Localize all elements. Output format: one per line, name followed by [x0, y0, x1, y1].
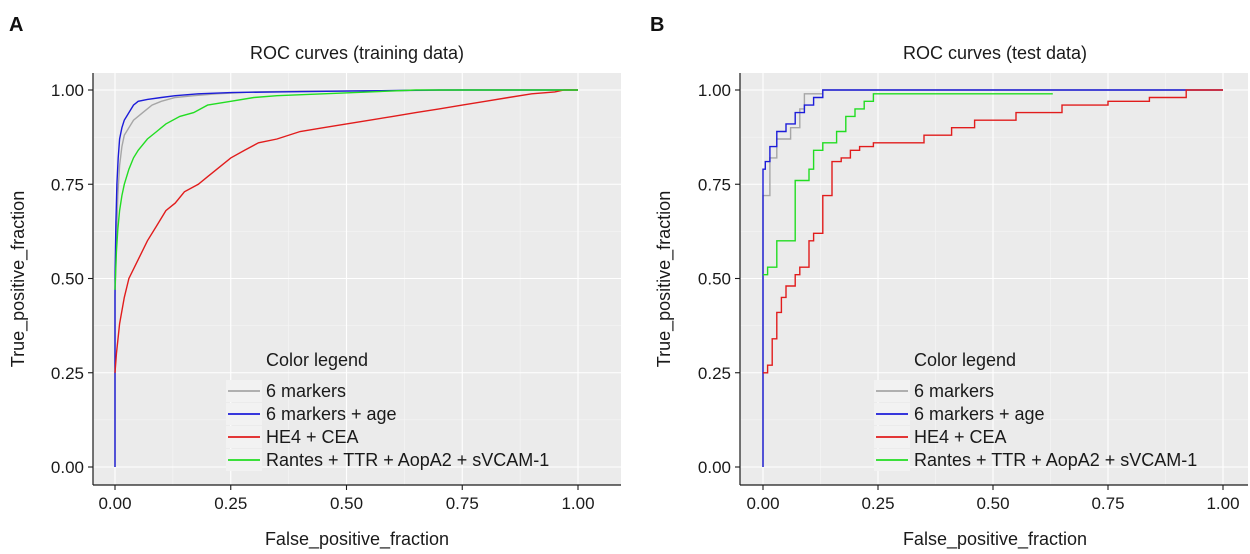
series-line-rantes-ttr-aopa2-svcam-1 [763, 93, 1053, 276]
series-line-rantes-ttr-aopa2-svcam-1 [114, 89, 578, 290]
y-tick-label: 0.50 [51, 270, 84, 289]
x-axis-label-a: False_positive_fraction [265, 529, 449, 550]
chart-title-a: ROC curves (training data) [250, 43, 464, 63]
series-line-he4-cea [763, 89, 1223, 374]
legend-entry-label: Rantes + TTR + AopA2 + sVCAM-1 [266, 450, 549, 470]
axes-b: 0.00 0.25 0.50 0.75 1.00 0.00 0.25 0.50 0.75 1.00 [698, 73, 1248, 513]
x-tick-label: 0.50 [330, 494, 363, 513]
legend-entry-label: HE4 + CEA [266, 427, 359, 447]
axes-a: 0.00 0.25 0.50 0.75 1.00 0.00 0.25 0.50 0.75 1.00 [51, 73, 621, 513]
y-axis-label-b: True_positive_fraction [654, 191, 675, 367]
series-line-6-markers [762, 89, 1223, 467]
y-axis-label-a: True_positive_fraction [8, 191, 29, 367]
legend-title: Color legend [266, 350, 368, 370]
legend-entry-label: 6 markers [266, 381, 346, 401]
x-tick-label: 1.00 [1206, 494, 1239, 513]
legend-entry-label: 6 markers [914, 381, 994, 401]
x-tick-label: 0.00 [98, 494, 131, 513]
y-tick-label: 0.75 [51, 175, 84, 194]
legend-b: Color legend 6 markers 6 markers + age HE4 … [874, 350, 1197, 471]
legend-entry-label: Rantes + TTR + AopA2 + sVCAM-1 [914, 450, 1197, 470]
x-tick-label: 0.75 [446, 494, 479, 513]
y-tick-label: 0.25 [51, 364, 84, 383]
x-tick-label: 1.00 [561, 494, 594, 513]
series-lines-a [114, 89, 578, 467]
series-line-he4-cea [114, 89, 578, 373]
x-tick-label: 0.75 [1091, 494, 1124, 513]
series-line-6-markers-age [762, 89, 1223, 467]
y-tick-label: 1.00 [698, 81, 731, 100]
y-tick-label: 0.00 [51, 458, 84, 477]
x-tick-label: 0.25 [861, 494, 894, 513]
series-line-6-markers-age [114, 89, 578, 467]
panel-a: A ROC curves (training data) 0.00 0.25 0.5… [8, 14, 621, 550]
y-tick-label: 0.25 [698, 364, 731, 383]
legend-entry-label: HE4 + CEA [914, 427, 1007, 447]
x-tick-label: 0.25 [214, 494, 247, 513]
legend-title: Color legend [914, 350, 1016, 370]
x-axis-label-b: False_positive_fraction [903, 529, 1087, 550]
panel-b: B ROC curves (test data) 0.00 0.25 0.50 0.7… [650, 14, 1248, 550]
y-tick-label: 0.50 [698, 270, 731, 289]
x-tick-label: 0.50 [976, 494, 1009, 513]
panel-label-b: B [650, 14, 664, 36]
legend-entry-label: 6 markers + age [914, 404, 1045, 424]
y-tick-label: 0.00 [698, 458, 731, 477]
y-tick-label: 0.75 [698, 175, 731, 194]
series-lines-b [762, 89, 1223, 467]
panel-label-a: A [9, 14, 23, 36]
y-tick-label: 1.00 [51, 81, 84, 100]
x-tick-label: 0.00 [746, 494, 779, 513]
legend-a: Color legend 6 markers 6 markers + age HE4 … [226, 350, 549, 471]
chart-title-b: ROC curves (test data) [903, 43, 1087, 63]
legend-entry-label: 6 markers + age [266, 404, 397, 424]
